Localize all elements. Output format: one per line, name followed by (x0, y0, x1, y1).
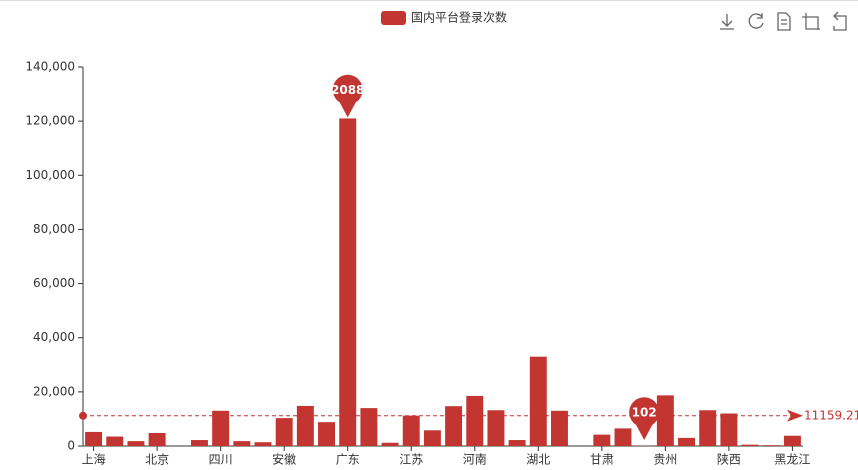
restore-icon[interactable] (748, 13, 764, 29)
bar (318, 422, 335, 446)
bar (593, 434, 611, 446)
bar (148, 433, 166, 446)
bar (296, 405, 314, 446)
y-tick-label: 20,000 (33, 384, 75, 398)
bar (783, 435, 801, 446)
x-tick-label: 安徽 (272, 452, 296, 467)
bar (656, 395, 674, 446)
data-view-icon[interactable] (777, 12, 791, 31)
y-tick-label: 120,000 (25, 114, 75, 128)
x-tick-label: 江苏 (399, 453, 423, 467)
mark-point-label: 2088 (331, 83, 364, 97)
bar (741, 444, 759, 446)
bar (423, 430, 441, 446)
bar (762, 445, 780, 446)
mark-point-label: 102 (632, 406, 657, 420)
y-tick-label: 60,000 (33, 276, 75, 290)
mark-point-pin (332, 74, 363, 118)
x-tick-label: 贵州 (653, 453, 677, 467)
bar (466, 395, 484, 446)
bar (614, 428, 632, 446)
x-tick-label: 河南 (463, 452, 487, 467)
x-tick-label: 黑龙江 (774, 453, 810, 467)
x-tick-label: 甘肃 (590, 453, 614, 467)
y-tick-label: 100,000 (25, 168, 75, 182)
bar (678, 437, 695, 446)
bar (529, 356, 547, 446)
bar (233, 441, 251, 446)
x-tick-label: 上海 (82, 452, 106, 467)
x-tick-label: 湖北 (526, 452, 550, 467)
bar (275, 418, 293, 446)
x-tick-label: 广东 (336, 453, 360, 467)
bar (381, 442, 399, 446)
bar (720, 413, 738, 446)
x-tick-label: 四川 (209, 453, 233, 467)
bar (254, 442, 272, 446)
bar (699, 410, 717, 446)
mark-point-pin (629, 397, 660, 440)
save-icon[interactable] (720, 14, 734, 30)
y-tick-label: 40,000 (33, 330, 75, 344)
legend-swatch[interactable] (381, 11, 406, 25)
bar (191, 440, 208, 446)
y-tick-label: 140,000 (25, 60, 75, 74)
bar (445, 406, 463, 446)
bar (360, 408, 378, 446)
bar (85, 431, 103, 446)
bar (339, 118, 357, 446)
x-tick-label: 陕西 (717, 452, 741, 467)
average-line-arrow (787, 409, 803, 422)
back-icon[interactable] (833, 11, 847, 31)
bar (127, 441, 145, 446)
bar (106, 436, 124, 446)
bar (508, 440, 526, 446)
average-line-label: 11159.21 (804, 408, 858, 422)
bar (212, 410, 230, 446)
bar (487, 410, 505, 446)
y-tick-label: 80,000 (33, 222, 75, 236)
toolbox (720, 11, 847, 31)
zoom-icon[interactable] (802, 13, 820, 30)
bar (551, 410, 568, 446)
y-tick-label: 0 (67, 439, 75, 453)
legend-label[interactable]: 国内平台登录次数 (411, 10, 507, 25)
x-tick-label: 北京 (145, 453, 169, 467)
bar (402, 415, 420, 446)
